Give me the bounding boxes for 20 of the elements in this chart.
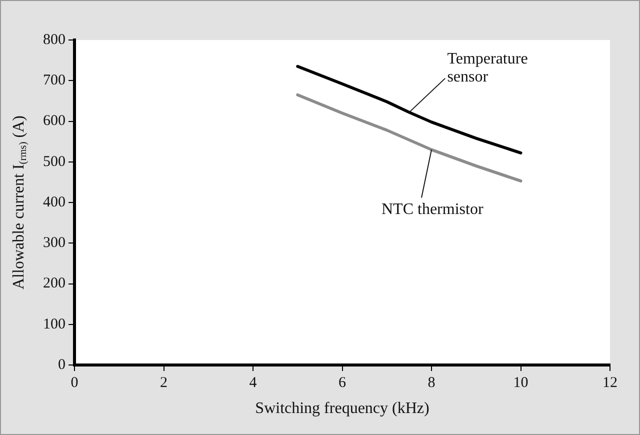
y-tick-label: 400 (43, 194, 66, 210)
x-tick-label: 4 (249, 374, 258, 391)
y-axis-title: Allowable current I(rms) (A) (10, 115, 30, 290)
y-tick-label: 200 (43, 276, 66, 292)
y-tick-label: 600 (43, 113, 66, 130)
x-tick-label: 12 (602, 374, 618, 391)
series-label: NTC thermistor (382, 200, 484, 218)
y-tick-label: 500 (43, 154, 66, 170)
x-tick-label: 6 (338, 374, 346, 391)
y-tick-label: 100 (43, 316, 66, 332)
x-axis-title: Switching frequency (kHz) (255, 400, 430, 418)
y-tick-label: 0 (58, 356, 66, 373)
y-tick-label: 300 (43, 235, 66, 252)
y-tick-label: 700 (43, 72, 66, 89)
text: Temperature sensor (447, 50, 528, 86)
x-tick-label: 2 (160, 374, 168, 391)
x-tick-label: 0 (70, 374, 78, 391)
x-tick-label: 10 (513, 374, 528, 391)
y-tick-label: 800 (43, 32, 66, 48)
x-tick-label: 8 (428, 374, 436, 391)
